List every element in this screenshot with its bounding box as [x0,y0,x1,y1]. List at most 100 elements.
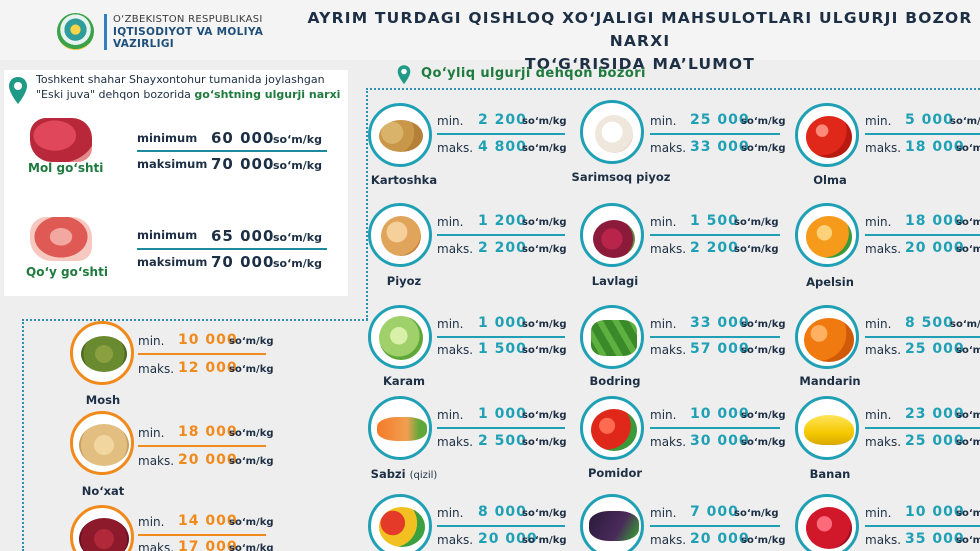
noxat-max-value: 20 000 [178,452,238,468]
banan-max-value: 25 000 [905,433,965,449]
mutton-max-unit: so‘m/kg [273,257,322,270]
mutton-max-label: maksimum [137,255,208,269]
mosh-min-label: min. [138,334,165,348]
karam-image [368,305,432,369]
sarimsoq-max-label: maks. [650,141,687,155]
title-line-2: TO‘G‘RISIDA MA’LUMOT [524,55,756,73]
piyoz-name: Piyoz [386,274,422,288]
olma-max-unit: so‘m/kg [956,143,980,154]
mandarin-image [795,305,859,369]
meat-caption-highlight: go‘shtning ulgurji narxi [194,88,341,101]
mosh-max-label: maks. [138,362,175,376]
sabzi-name-note: (qizil) [409,470,438,481]
mosh-name: Mosh [85,393,121,407]
mandarin-max-label: maks. [865,343,902,357]
ministry-line-3: VAZIRLIGI [113,38,174,50]
market-region-border [366,88,368,320]
noxat-min-unit: so‘m/kg [229,428,274,439]
mutton-name: Qo‘y go‘shti [26,265,108,279]
eggplant-min-value: 7 000 [690,504,739,520]
divider [865,427,980,429]
sarimsoq-max-unit: so‘m/kg [741,143,786,154]
loviya-min-value: 14 000 [178,513,238,529]
kartoshka-max-label: maks. [437,141,474,155]
beef-min-label: minimum [137,131,198,145]
piyoz-min-value: 1 200 [478,213,527,229]
divider [437,336,565,338]
piyoz-min-unit: so‘m/kg [522,217,567,228]
mandarin-min-label: min. [865,317,892,331]
divider [650,336,780,338]
beef-min-unit: so‘m/kg [273,133,322,146]
sarimsoq-min-value: 25 000 [690,112,750,128]
mosh-min-unit: so‘m/kg [229,336,274,347]
pepper-min-unit: so‘m/kg [522,508,567,519]
pomidor-min-unit: so‘m/kg [741,410,786,421]
mutton-min-label: minimum [137,228,198,242]
mandarin-min-unit: so‘m/kg [950,319,980,330]
pepper-max-unit: so‘m/kg [522,535,567,546]
anor-min-value: 10 000 [905,504,965,520]
divider [137,150,327,152]
apelsin-min-label: min. [865,215,892,229]
eggplant-max-unit: so‘m/kg [741,535,786,546]
loviya-min-unit: so‘m/kg [229,517,274,528]
bodring-max-label: maks. [650,343,687,357]
sarimsoq-name: Sarimsoq piyoz [571,170,671,184]
anor-min-label: min. [865,506,892,520]
meat-caption-line-1: Toshkent shahar Shayxontohur tumanida jo… [36,73,325,86]
title-line-1: AYRIM TURDAGI QISHLOQ XO‘JALIGI MAHSULOT… [307,9,973,50]
beef-min-value: 60 000 [211,129,275,147]
banan-min-label: min. [865,408,892,422]
anor-image [795,494,859,551]
pepper-min-value: 8 000 [478,504,527,520]
piyoz-max-unit: so‘m/kg [522,244,567,255]
bodring-min-value: 33 000 [690,315,750,331]
pepper-max-value: 20 000 [478,531,538,547]
pomidor-min-label: min. [650,408,677,422]
page-title: AYRIM TURDAGI QISHLOQ XO‘JALIGI MAHSULOT… [285,7,980,76]
karam-min-unit: so‘m/kg [522,319,567,330]
meat-caption-line-2: "Eski juva" dehqon bozorida go‘shtning u… [36,87,340,102]
piyoz-max-label: maks. [437,242,474,256]
bodring-image [580,305,644,369]
noxat-min-value: 18 000 [178,424,238,440]
ministry-name: O‘ZBEKISTON RESPUBLIKASI IQTISODIYOT VA … [104,14,263,50]
divider [650,133,780,135]
divider [137,248,327,250]
pepper-max-label: maks. [437,533,474,547]
bodring-name: Bodring [589,374,641,388]
sabzi-min-label: min. [437,408,464,422]
mutton-max-value: 70 000 [211,253,275,271]
piyoz-max-value: 2 200 [478,240,527,256]
ministry-line-1: O‘ZBEKISTON RESPUBLIKASI [113,14,263,25]
divider [437,427,565,429]
divider [138,534,266,536]
divider [865,525,980,527]
olma-max-value: 18 000 [905,139,965,155]
divider [437,525,565,527]
location-pin-icon [9,77,27,104]
piyoz-image [368,203,432,267]
header: O‘ZBEKISTON RESPUBLIKASI IQTISODIYOT VA … [0,0,980,73]
mandarin-min-value: 8 500 [905,315,954,331]
divider [865,133,980,135]
divider [650,234,780,236]
banan-image [795,396,859,460]
kartoshka-min-unit: so‘m/kg [522,116,567,127]
mosh-max-unit: so‘m/kg [229,364,274,375]
kartoshka-min-value: 2 200 [478,112,527,128]
apelsin-min-value: 18 000 [905,213,965,229]
olma-min-unit: so‘m/kg [950,116,980,127]
divider [138,353,266,355]
eggplant-max-label: maks. [650,533,687,547]
loviya-image [70,505,134,551]
banan-max-label: maks. [865,435,902,449]
sarimsoq-min-unit: so‘m/kg [741,116,786,127]
pomidor-image [580,396,644,460]
sabzi-max-label: maks. [437,435,474,449]
beef-name: Mol go‘shti [28,161,104,175]
mandarin-name: Mandarin [799,374,861,388]
bodring-max-unit: so‘m/kg [741,345,786,356]
beef-max-unit: so‘m/kg [273,159,322,172]
